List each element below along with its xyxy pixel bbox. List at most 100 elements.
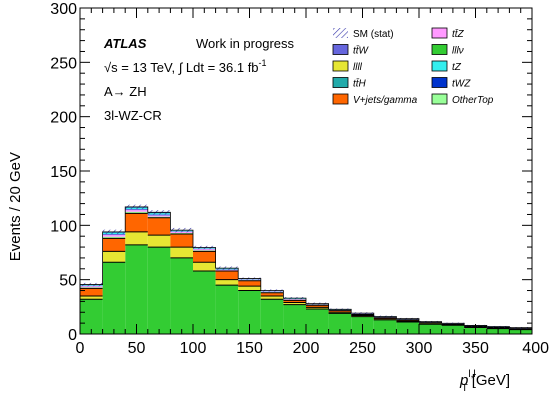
legend-item-vjets: V+jets/gamma — [332, 93, 418, 106]
bar-llll-bin-6 — [215, 279, 239, 286]
bar-lll--bin-9 — [283, 304, 306, 334]
bar-ttw-bin-3 — [147, 214, 171, 216]
bar-ttz-bin-3 — [147, 215, 171, 217]
bar-lll--bin-5 — [193, 270, 216, 334]
y-tick-label-50: 50 — [59, 273, 77, 290]
legend-item-ttW: tt̄W — [332, 44, 370, 57]
bar-ttz-bin-0 — [80, 286, 103, 288]
legend-label-ttW: tt̄W — [353, 44, 370, 56]
bar-v-jets-gamma-bin-5 — [193, 251, 216, 263]
bar-v-jets-gamma-bin-6 — [215, 270, 239, 280]
x-tick-label-250: 250 — [349, 340, 376, 357]
x-tick-label-150: 150 — [236, 340, 263, 357]
bar-othertop-bin-4 — [170, 232, 193, 235]
legend-swatch-tZ — [431, 60, 448, 72]
legend-swatch-llll — [332, 60, 349, 72]
bar-v-jets-gamma-bin-14 — [396, 319, 419, 321]
status-label: Work in progress — [196, 36, 295, 51]
legend-swatch-lllv — [431, 44, 448, 55]
bar-v-jets-gamma-bin-7 — [238, 280, 261, 287]
legend-label-vjets: V+jets/gamma — [353, 95, 418, 106]
bar-llll-bin-10 — [306, 307, 329, 310]
bar-v-jets-gamma-bin-11 — [328, 310, 352, 313]
legend-label-othertop: OtherTop — [452, 95, 494, 106]
bar-ttz-bin-6 — [215, 269, 239, 271]
legend: SM (stat) tt̄Z tt̄W lllν llll tZ tt̄H tWZ V+jets… — [332, 27, 494, 106]
bar-othertop-bin-2 — [125, 211, 148, 214]
bar-v-jets-gamma-bin-0 — [80, 288, 103, 296]
y-tick-label-300: 300 — [50, 1, 77, 18]
total-step-line — [79, 206, 533, 334]
legend-label-stat: SM (stat) — [353, 29, 394, 40]
bar-llll-bin-4 — [170, 247, 193, 258]
bar-v-jets-gamma-bin-9 — [283, 300, 306, 303]
process-label: A→ ZH — [104, 84, 147, 99]
bar-ttz-bin-5 — [193, 249, 216, 251]
legend-label-ttH: tt̄H — [353, 77, 367, 89]
bar-othertop-bin-1 — [102, 236, 126, 239]
atlas-label: ATLAS — [103, 36, 147, 51]
x-tick-label-300: 300 — [406, 340, 433, 357]
bar-ttz-bin-2 — [125, 210, 148, 212]
legend-swatch-tWZ — [431, 77, 448, 88]
x-tick-label-200: 200 — [293, 340, 320, 357]
y-tick-label-200: 200 — [50, 110, 77, 127]
axis-ticks — [79, 7, 533, 335]
bar-ttz-bin-8 — [260, 291, 284, 293]
bar-v-jets-gamma-bin-12 — [351, 314, 374, 316]
bar-v-jets-gamma-bin-4 — [170, 234, 193, 248]
bar-lll--bin-11 — [328, 313, 352, 334]
y-tick-label-100: 100 — [50, 218, 77, 235]
bar-ttz-bin-1 — [102, 235, 126, 237]
total-outline — [79, 206, 533, 334]
legend-item-llll: llll — [332, 60, 363, 73]
bar-ttw-bin-1 — [102, 234, 126, 236]
legend-label-ttZ: tt̄Z — [452, 28, 465, 40]
y-tick-label-250: 250 — [50, 55, 77, 72]
bar-llll-bin-2 — [125, 231, 148, 245]
bar-v-jets-gamma-bin-1 — [102, 238, 126, 252]
legend-item-ttH: tt̄H — [332, 77, 367, 90]
y-tick-labels: 0 50 100 150 200 250 300 — [50, 1, 77, 344]
legend-item-stat: SM (stat) — [333, 28, 394, 40]
legend-item-lllv: lllν — [431, 44, 464, 57]
bar-llll-bin-15 — [419, 323, 442, 325]
legend-swatch-stat — [333, 28, 348, 38]
x-tick-label-0: 0 — [76, 340, 85, 357]
bar-v-jets-gamma-bin-10 — [306, 305, 329, 308]
bar-othertop-bin-5 — [193, 250, 216, 252]
bar-ttz-bin-7 — [238, 279, 261, 281]
bar-llll-bin-7 — [238, 286, 261, 291]
bar-ttz-bin-4 — [170, 231, 193, 233]
x-axis-title-main: p — [459, 372, 468, 389]
energy-lumi-label: √s = 13 TeV, ∫ Ldt = 36.1 fb-1 — [104, 58, 267, 75]
legend-label-lllv: lllν — [452, 46, 464, 57]
bar-lll--bin-13 — [373, 319, 397, 334]
bar-llll-bin-5 — [193, 262, 216, 271]
x-axis-title-sub: T — [462, 383, 468, 394]
bar-llll-bin-9 — [283, 302, 306, 305]
x-axis-title: pl,l T [GeV] — [459, 369, 510, 394]
energy-lumi-text: √s = 13 TeV, ∫ Ldt = 36.1 fb — [104, 60, 259, 75]
bar-lll--bin-10 — [306, 309, 329, 334]
bar-ttw-bin-2 — [125, 209, 148, 211]
bar-lll--bin-3 — [147, 247, 171, 334]
bar-v-jets-gamma-bin-3 — [147, 217, 171, 236]
bar-lll--bin-2 — [125, 244, 148, 334]
bar-lll--bin-1 — [102, 262, 126, 334]
bar-lll--bin-6 — [215, 285, 239, 334]
bar-llll-bin-13 — [373, 318, 397, 320]
bar-lll--bin-4 — [170, 257, 193, 334]
bar-v-jets-gamma-bin-2 — [125, 213, 148, 232]
bar-lll--bin-14 — [396, 322, 419, 334]
x-axis-title-sup: l,l — [468, 369, 475, 380]
legend-swatch-ttH — [332, 77, 349, 88]
bar-v-jets-gamma-bin-13 — [373, 317, 397, 319]
bar-ttz-bin-9 — [283, 299, 306, 300]
bar-othertop-bin-3 — [147, 216, 171, 218]
x-tick-label-350: 350 — [462, 340, 489, 357]
legend-label-llll: llll — [353, 62, 363, 73]
x-tick-label-50: 50 — [128, 340, 146, 357]
x-tick-label-400: 400 — [522, 340, 549, 357]
